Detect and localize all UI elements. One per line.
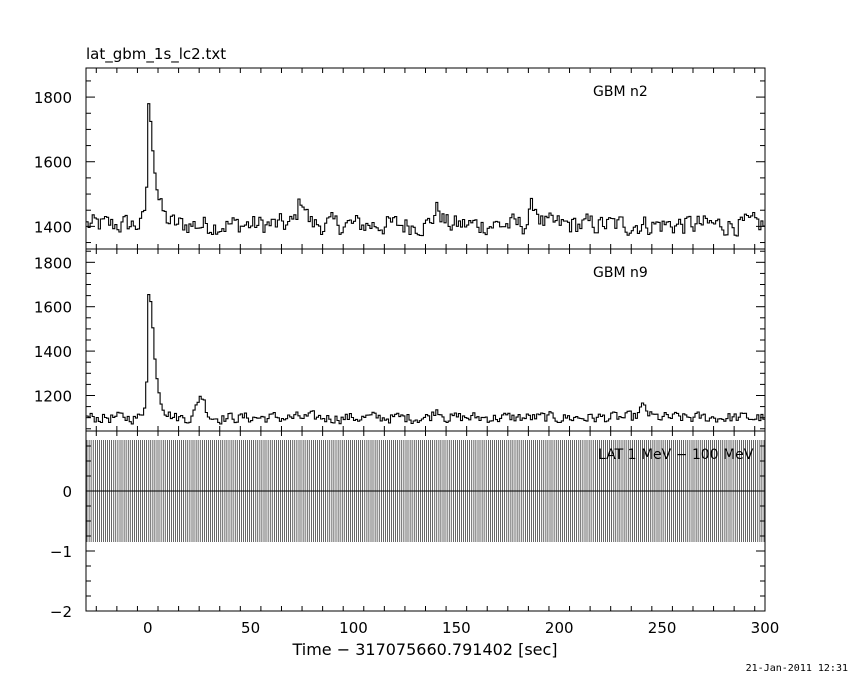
x-tick-label: 0 xyxy=(143,619,153,637)
y-tick-label: −2 xyxy=(50,603,72,621)
x-axis-label: Time − 317075660.791402 [sec] xyxy=(291,640,557,659)
series-line-1 xyxy=(86,294,765,425)
y-tick-label: 1800 xyxy=(34,254,72,272)
panel-label-2: LAT 1 MeV − 100 MeV xyxy=(598,447,754,463)
y-tick-label: −1 xyxy=(50,543,72,561)
panel-label-0: GBM n2 xyxy=(593,84,648,100)
x-tick-label: 300 xyxy=(751,619,780,637)
x-tick-label: 200 xyxy=(545,619,574,637)
y-tick-label: 1600 xyxy=(34,299,72,317)
y-tick-label: 1400 xyxy=(34,218,72,236)
x-tick-label: 100 xyxy=(339,619,368,637)
y-tick-label: 1200 xyxy=(34,387,72,405)
y-tick-label: 1400 xyxy=(34,343,72,361)
y-tick-label: 1800 xyxy=(34,89,72,107)
series-line-0 xyxy=(86,103,765,237)
panel-label-1: GBM n9 xyxy=(593,265,648,281)
y-tick-label: 1600 xyxy=(34,154,72,172)
x-tick-label: 50 xyxy=(241,619,260,637)
x-tick-label: 150 xyxy=(442,619,471,637)
y-tick-label: 0 xyxy=(62,483,72,501)
x-tick-label: 250 xyxy=(648,619,677,637)
chart-title: lat_gbm_1s_lc2.txt xyxy=(86,45,226,64)
timestamp: 21-Jan-2011 12:31 xyxy=(746,663,848,674)
panel-frame-1 xyxy=(85,248,766,432)
